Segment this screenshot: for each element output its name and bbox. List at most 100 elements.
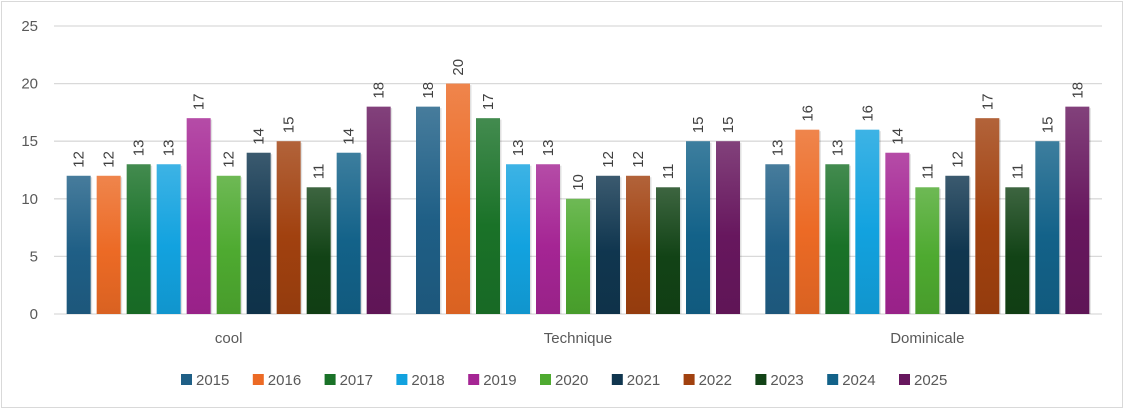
- data-label: 20: [450, 59, 467, 76]
- legend-swatch: [755, 374, 767, 385]
- legend-swatch: [683, 374, 695, 385]
- legend-swatch: [468, 374, 480, 385]
- bar-2023-Technique: [656, 187, 680, 314]
- legend-label: 2019: [483, 372, 516, 389]
- bar-2023-cool: [306, 187, 331, 314]
- data-label: 13: [769, 140, 786, 157]
- data-label: 17: [480, 93, 497, 110]
- legend-swatch: [899, 374, 910, 385]
- bar-2016-cool: [96, 175, 121, 314]
- bar-2025-cool: [366, 106, 391, 314]
- y-tick-label: 0: [30, 306, 38, 323]
- legend-swatch: [324, 374, 336, 385]
- bar-2016-Dominicale: [795, 129, 820, 314]
- bar-2021-cool: [246, 152, 271, 314]
- legend-swatch: [540, 374, 551, 385]
- legend-item-2022: 2022: [683, 372, 732, 389]
- data-label: 12: [221, 151, 238, 168]
- data-label: 11: [660, 164, 677, 180]
- data-label: 15: [281, 117, 298, 134]
- y-tick-label: 20: [21, 76, 38, 93]
- data-label: 15: [1039, 117, 1056, 134]
- y-tick-label: 15: [21, 133, 38, 150]
- legend: 2015 2016 2017 2018 2019 2020 2021 2022 2023 2024…: [181, 372, 947, 389]
- data-label: 12: [630, 151, 647, 168]
- legend-label: 2021: [627, 372, 660, 389]
- bar-2022-Dominicale: [975, 118, 1000, 314]
- bar-2020-Technique: [566, 198, 590, 314]
- bar-2017-Technique: [476, 118, 500, 314]
- legend-label: 2023: [770, 372, 803, 389]
- data-label: 12: [71, 151, 88, 168]
- x-category-label: cool: [215, 330, 243, 347]
- x-category-label: Dominicale: [890, 330, 964, 347]
- legend-item-2020: 2020: [540, 372, 588, 389]
- bar-2019-Dominicale: [885, 152, 910, 314]
- legend-swatch: [181, 374, 192, 385]
- bar-2025-Technique: [716, 141, 740, 314]
- legend-swatch: [611, 374, 623, 385]
- data-label: 12: [949, 151, 966, 168]
- data-label: 14: [251, 128, 268, 145]
- bar-2023-Dominicale: [1005, 187, 1030, 314]
- bar-2020-cool: [216, 175, 241, 314]
- bar-2017-cool: [126, 164, 151, 314]
- data-label: 13: [829, 140, 846, 157]
- legend-item-2015: 2015: [181, 372, 229, 389]
- legend-label: 2018: [411, 372, 444, 389]
- legend-swatch: [396, 374, 408, 385]
- bar-2021-Dominicale: [945, 175, 970, 314]
- bar-2019-Technique: [536, 164, 560, 314]
- bar-2015-cool: [66, 175, 91, 314]
- data-label: 15: [690, 117, 707, 134]
- legend-label: 2017: [340, 372, 373, 389]
- data-label: 17: [191, 93, 208, 110]
- bar-2016-Technique: [446, 83, 470, 314]
- data-label: 18: [1069, 82, 1086, 99]
- data-label: 13: [510, 140, 527, 157]
- y-axis: 0 5 10 15 20 25: [21, 18, 38, 323]
- bar-2018-Technique: [506, 164, 530, 314]
- data-label: 12: [600, 151, 617, 168]
- legend-label: 2024: [842, 372, 875, 389]
- data-label: 16: [799, 105, 816, 122]
- bar-2024-Dominicale: [1035, 141, 1060, 314]
- y-tick-label: 5: [30, 248, 38, 265]
- legend-label: 2016: [268, 372, 301, 389]
- legend-item-2017: 2017: [324, 372, 373, 389]
- data-label: 13: [161, 140, 178, 157]
- bar-2015-Dominicale: [765, 164, 790, 314]
- bar-2024-Technique: [686, 141, 710, 314]
- legend-label: 2025: [914, 372, 947, 389]
- data-label: 11: [919, 164, 936, 180]
- data-label: 15: [720, 117, 737, 134]
- data-label: 18: [371, 82, 388, 99]
- data-label: 11: [311, 164, 328, 180]
- legend-item-2016: 2016: [252, 372, 301, 389]
- legend-label: 2022: [699, 372, 732, 389]
- data-label: 14: [889, 128, 906, 145]
- y-tick-label: 25: [21, 18, 38, 35]
- legend-item-2024: 2024: [827, 372, 876, 389]
- bar-2018-cool: [156, 164, 181, 314]
- data-label: 16: [859, 105, 876, 122]
- bar-2025-Dominicale: [1065, 106, 1090, 314]
- legend-swatch: [252, 374, 264, 385]
- legend-swatch: [827, 374, 839, 385]
- legend-item-2025: 2025: [899, 372, 947, 389]
- data-label: 13: [131, 140, 148, 157]
- bar-2022-cool: [276, 141, 301, 314]
- data-label: 18: [420, 82, 437, 99]
- legend-item-2019: 2019: [468, 372, 517, 389]
- legend-label: 2020: [555, 372, 588, 389]
- legend-item-2023: 2023: [755, 372, 804, 389]
- bar-2015-Technique: [416, 106, 440, 314]
- bar-2024-cool: [336, 152, 361, 314]
- data-label: 11: [1009, 164, 1026, 180]
- legend-item-2021: 2021: [611, 372, 660, 389]
- bar-2020-Dominicale: [915, 187, 940, 314]
- legend-label: 2015: [196, 372, 229, 389]
- bar-2017-Dominicale: [825, 164, 850, 314]
- data-label: 12: [101, 151, 118, 168]
